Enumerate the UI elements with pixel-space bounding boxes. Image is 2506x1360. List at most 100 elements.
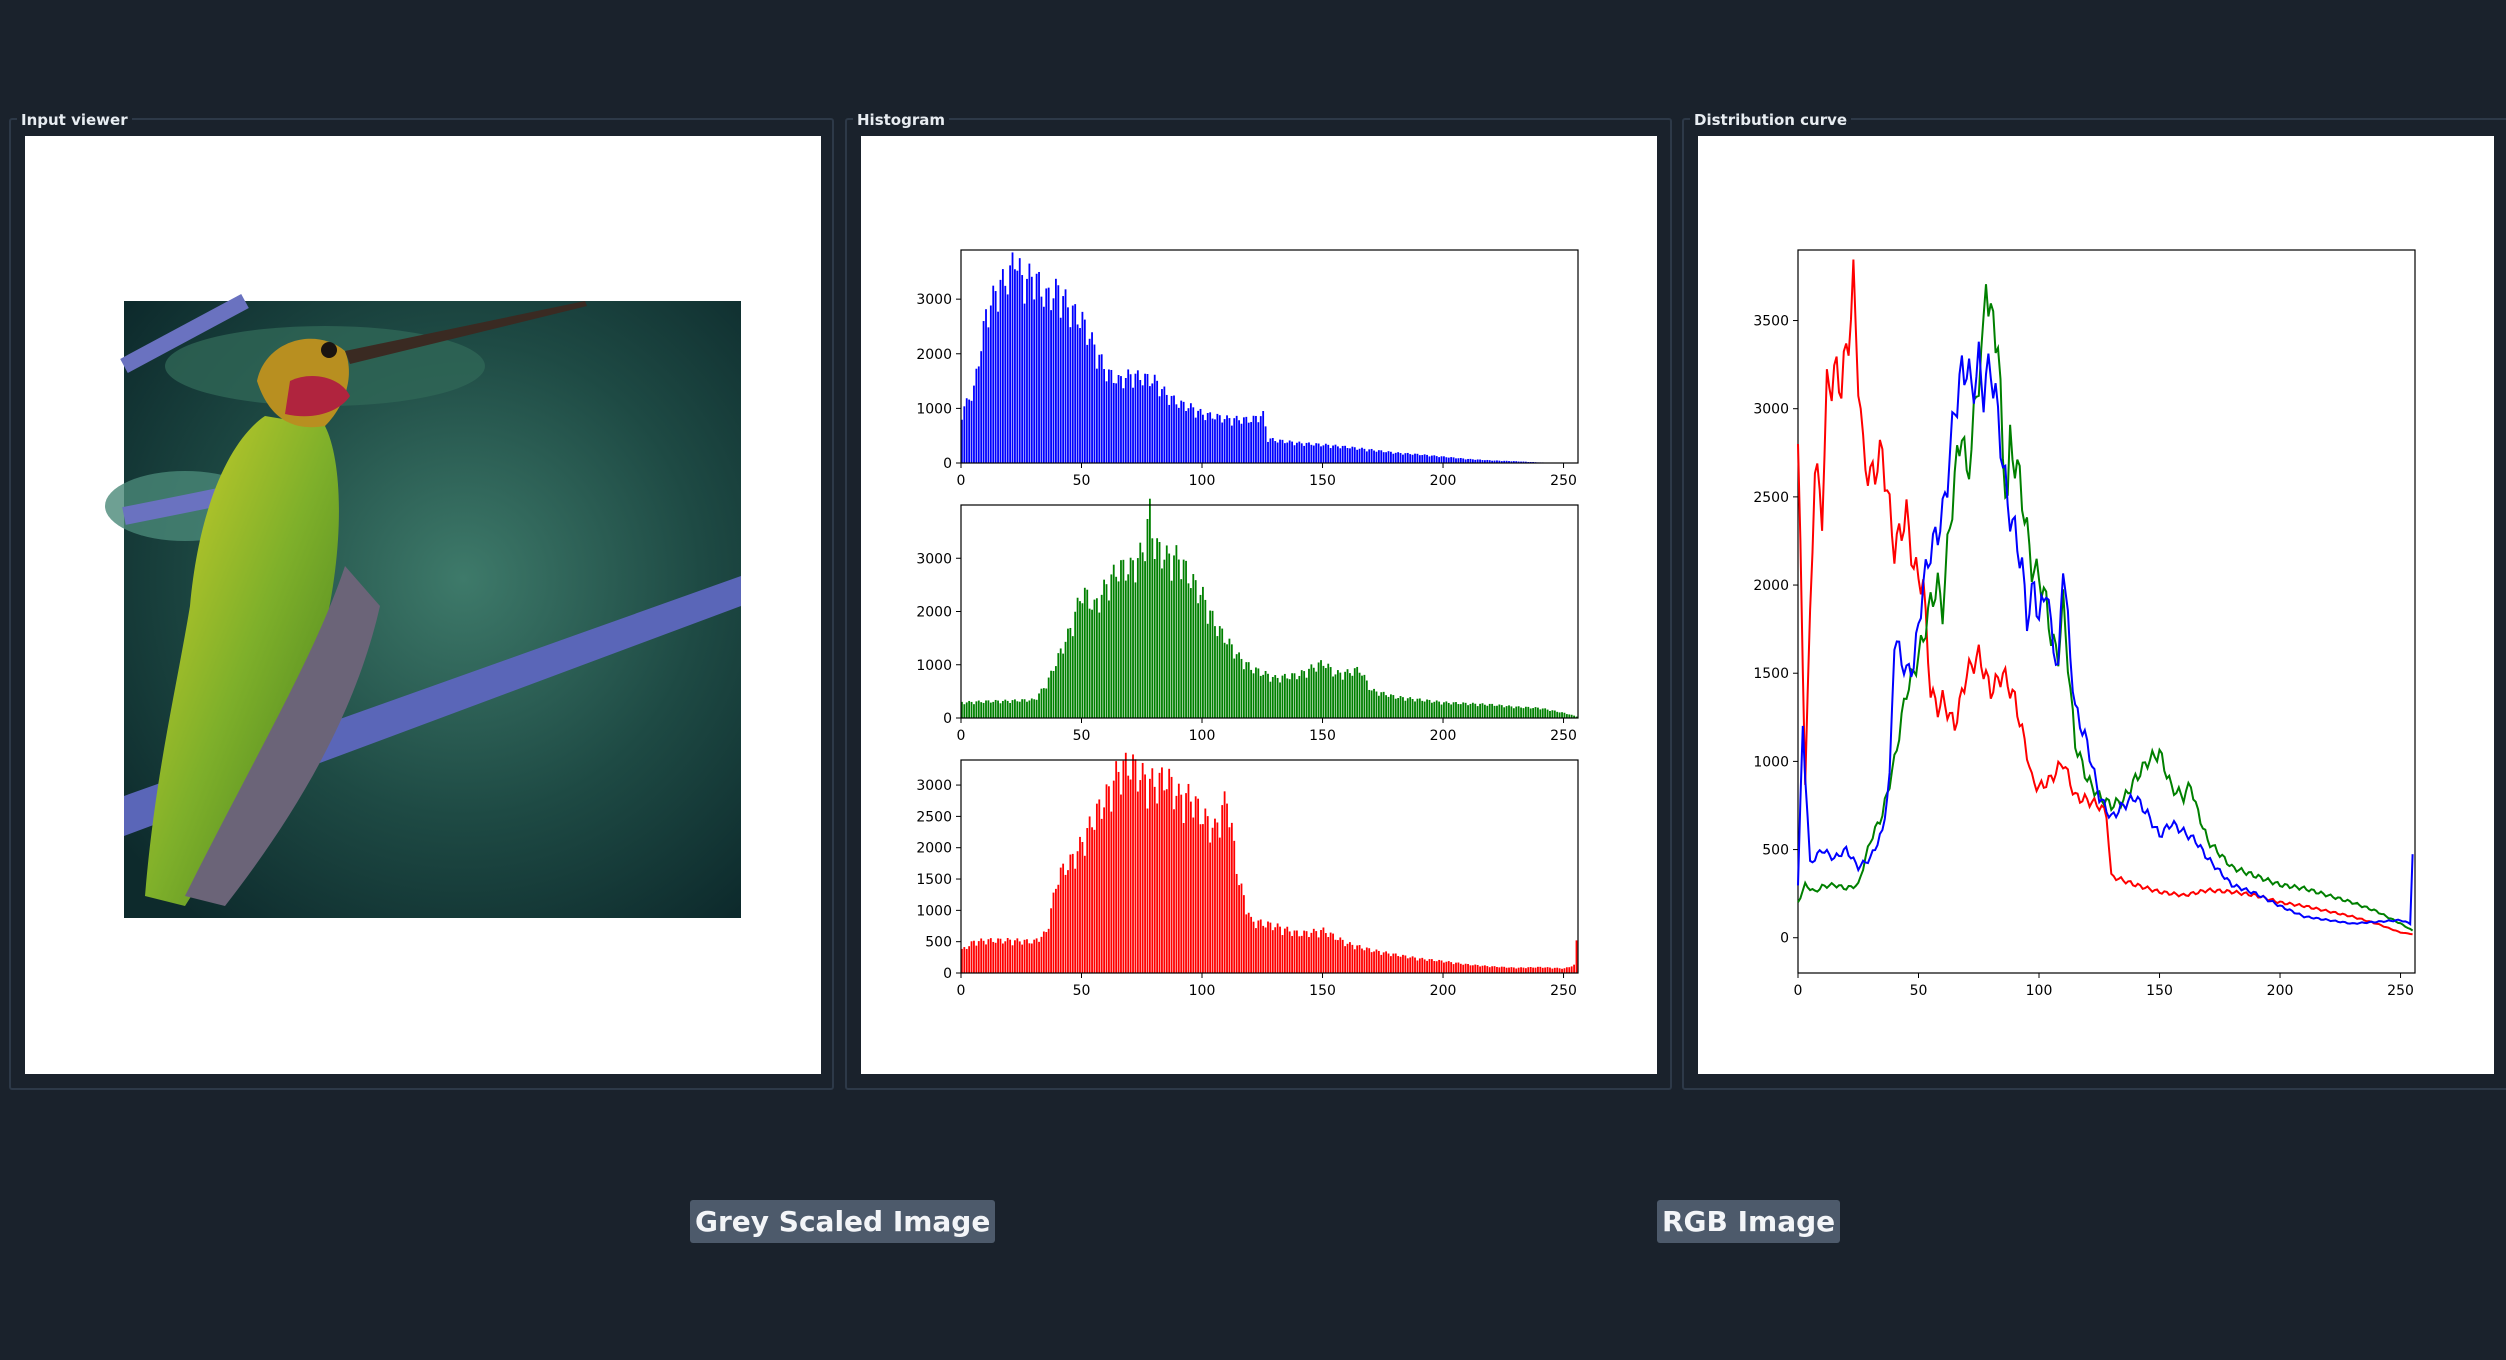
histogram-bar xyxy=(1245,416,1248,463)
histogram-bar xyxy=(1300,935,1303,973)
histogram-bar xyxy=(1402,954,1404,973)
histogram-bar xyxy=(1327,444,1330,463)
histogram-bar xyxy=(1447,702,1450,718)
histogram-bar xyxy=(1093,829,1096,973)
histogram-bar xyxy=(1030,943,1033,973)
histogram-bar xyxy=(1011,700,1014,718)
histogram-bar xyxy=(1298,936,1301,973)
histogram-bar xyxy=(1120,794,1122,973)
histogram-bar xyxy=(1322,665,1325,718)
histogram-bar xyxy=(1148,386,1151,463)
histogram-bar xyxy=(1332,445,1334,463)
histogram-bar xyxy=(1218,415,1221,463)
distribution-frame xyxy=(1797,249,2416,974)
histogram-bar xyxy=(1059,867,1062,973)
histogram-bar xyxy=(1252,673,1255,718)
histogram-bar xyxy=(999,703,1002,718)
histogram-bar xyxy=(1484,965,1486,973)
histogram-bar xyxy=(1014,940,1016,973)
grey-scaled-image-button[interactable]: Grey Scaled Image xyxy=(690,1200,996,1243)
histogram-bar xyxy=(997,938,999,973)
histogram-bar xyxy=(1267,921,1269,973)
histogram-bar xyxy=(1443,962,1445,973)
histogram-bar xyxy=(1406,452,1409,463)
rgb-image-button[interactable]: RGB Image xyxy=(1657,1200,1841,1243)
histogram-bar xyxy=(1054,666,1057,718)
histogram-bar xyxy=(1173,555,1175,718)
histogram-bar xyxy=(1245,914,1248,973)
histogram-bar xyxy=(992,701,995,718)
histogram-bar xyxy=(1570,966,1573,973)
histogram-bar xyxy=(1064,874,1067,973)
histogram-bar xyxy=(1368,689,1371,718)
histogram-bar xyxy=(1445,961,1448,973)
histogram-bar xyxy=(1006,700,1009,718)
histogram-bar xyxy=(1317,443,1320,463)
histogram-bar xyxy=(1173,809,1175,973)
histogram-bar xyxy=(1573,715,1575,718)
histogram-bar xyxy=(1161,568,1163,718)
histogram-bar xyxy=(1385,452,1387,463)
histogram-bar xyxy=(1269,922,1272,973)
histogram-bar xyxy=(1445,457,1448,463)
histogram-bar xyxy=(1524,461,1527,463)
histogram-bar xyxy=(1165,394,1168,463)
histogram-bar xyxy=(1416,453,1419,463)
histogram-bar xyxy=(1281,935,1284,973)
histogram-bar xyxy=(1091,332,1093,463)
histogram-bar xyxy=(977,941,980,973)
histogram-bar xyxy=(1001,943,1004,973)
histogram-bar xyxy=(1443,702,1445,718)
histogram-bar xyxy=(1336,446,1339,463)
histogram-bar xyxy=(1430,702,1433,718)
histogram-bar xyxy=(1040,296,1043,463)
histogram-bar xyxy=(1317,662,1320,718)
histogram-bar xyxy=(1274,675,1277,718)
histogram-bar xyxy=(1221,628,1224,718)
histogram-bar xyxy=(1267,441,1269,463)
histogram-bar xyxy=(1242,417,1245,463)
histogram-bar xyxy=(1363,448,1366,463)
histogram-bar xyxy=(1127,574,1130,718)
histogram-bar xyxy=(1363,950,1366,973)
histogram-bar xyxy=(1414,701,1416,718)
histogram-bar xyxy=(989,305,992,463)
histogram-bar xyxy=(1537,966,1539,973)
histogram-bar xyxy=(1057,653,1060,718)
histogram-bar xyxy=(1098,612,1101,718)
histogram-bar xyxy=(1464,963,1467,973)
histogram-bar xyxy=(1197,603,1200,718)
histogram-bar xyxy=(1414,453,1416,463)
input-viewer-title: Input viewer xyxy=(17,111,132,129)
histogram-bar xyxy=(1539,966,1542,973)
histogram-bar xyxy=(1353,949,1356,973)
histogram-bar xyxy=(1544,708,1547,718)
histogram-bar xyxy=(1500,705,1503,718)
histogram-bar xyxy=(1291,673,1293,718)
histogram-bar xyxy=(1168,768,1171,973)
histogram-bar xyxy=(1365,947,1368,973)
histogram-bar xyxy=(1255,667,1257,718)
histogram-bar xyxy=(1320,929,1322,973)
histogram-bar xyxy=(1428,456,1431,463)
histogram-bar xyxy=(1296,442,1298,463)
histogram-bar xyxy=(1069,327,1072,463)
histogram-bar xyxy=(1493,705,1496,718)
histogram-bar xyxy=(1204,808,1207,973)
histogram-bar xyxy=(975,368,978,463)
histogram-bar xyxy=(1512,708,1515,718)
histogram-bar xyxy=(994,699,997,718)
histogram-bar xyxy=(1315,671,1318,718)
histogram-bar xyxy=(1238,420,1240,463)
histogram-bar xyxy=(1471,459,1474,463)
histogram-bar xyxy=(1018,701,1021,718)
histogram-bar xyxy=(1361,675,1363,718)
histogram-bar xyxy=(1134,582,1137,718)
input-viewer-panel: Input viewer xyxy=(9,111,834,1090)
distribution-ytick-label: 2500 xyxy=(1753,490,1789,506)
histogram-bar xyxy=(1233,418,1236,463)
histogram-bar xyxy=(1139,380,1142,463)
histogram-bar xyxy=(1286,678,1289,718)
histogram-bar xyxy=(1377,450,1380,463)
histogram-bar xyxy=(1505,967,1508,973)
